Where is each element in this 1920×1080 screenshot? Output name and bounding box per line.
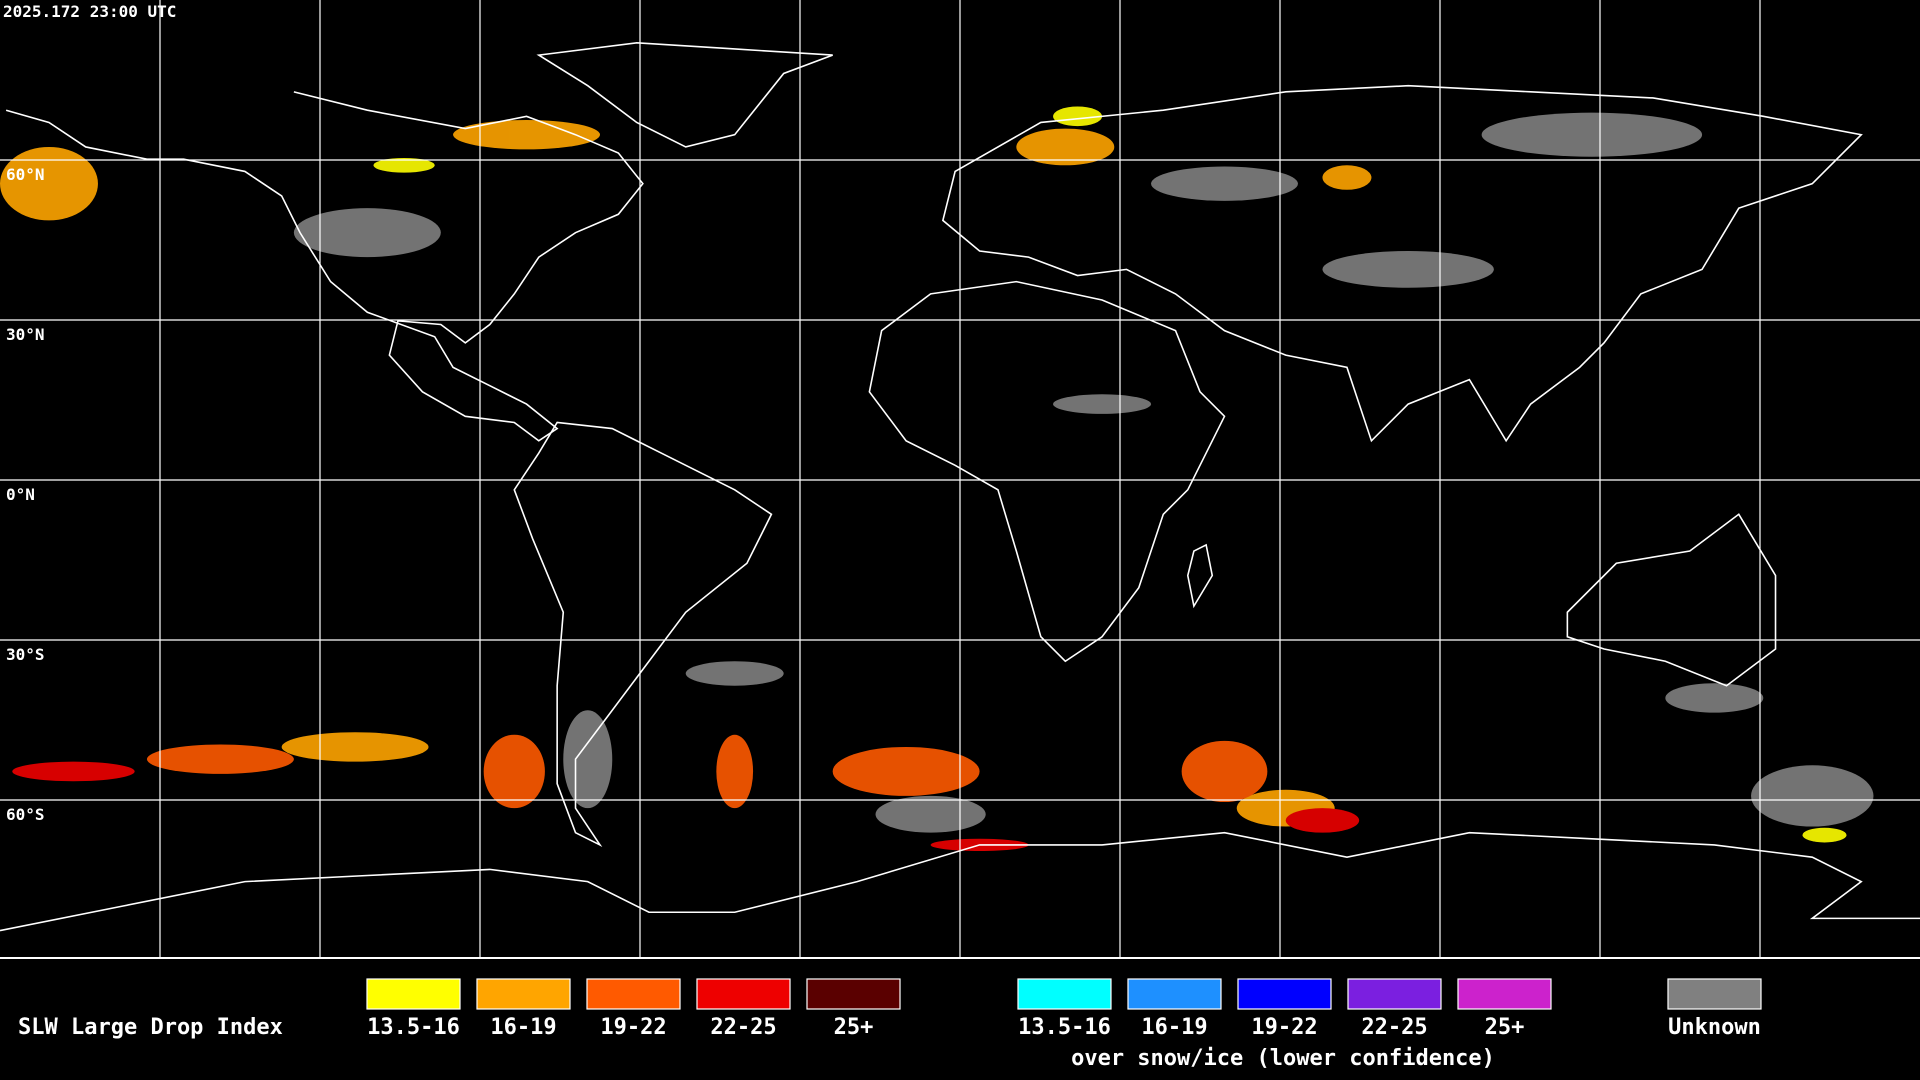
legend-label: 19-22	[1251, 1015, 1317, 1040]
legend-swatch	[1127, 978, 1222, 1010]
legend-label: 19-22	[600, 1015, 666, 1040]
imagery	[0, 106, 1874, 852]
legend-label: 22-25	[710, 1015, 776, 1040]
coastlines	[0, 42, 1920, 932]
legend-swatch	[806, 978, 901, 1010]
legend-swatch	[1347, 978, 1442, 1010]
latitude-label: 30°S	[6, 645, 45, 664]
legend-label: 16-19	[490, 1015, 556, 1040]
latitude-label: 30°N	[6, 325, 45, 344]
legend-swatch	[1017, 978, 1112, 1010]
latitude-labels: 60°N 30°N 0°N 30°S 60°S	[6, 165, 45, 824]
legend-label: 13.5-16	[1018, 1015, 1111, 1040]
legend-note: over snow/ice (lower confidence)	[1071, 1046, 1495, 1071]
legend-label: 13.5-16	[367, 1015, 460, 1040]
legend-label: 22-25	[1361, 1015, 1427, 1040]
legend-swatch	[1457, 978, 1552, 1010]
latitude-label: 0°N	[6, 485, 35, 504]
legend-label: 25+	[1485, 1015, 1525, 1040]
legend-swatch	[696, 978, 791, 1010]
graticule	[0, 0, 1920, 959]
legend-label: Unknown	[1668, 1015, 1761, 1040]
legend-title: SLW Large Drop Index	[18, 1015, 283, 1040]
legend-swatch	[586, 978, 681, 1010]
legend-swatch	[366, 978, 461, 1010]
timestamp: 2025.172 23:00 UTC	[3, 2, 176, 21]
legend-swatch	[1667, 978, 1762, 1010]
legend-label: 25+	[834, 1015, 874, 1040]
legend-swatch	[1237, 978, 1332, 1010]
legend-swatch	[476, 978, 571, 1010]
latitude-label: 60°S	[6, 805, 45, 824]
legend: SLW Large Drop Index over snow/ice (lowe…	[18, 978, 1762, 1071]
latitude-label: 60°N	[6, 165, 45, 184]
legend-label: 16-19	[1141, 1015, 1207, 1040]
